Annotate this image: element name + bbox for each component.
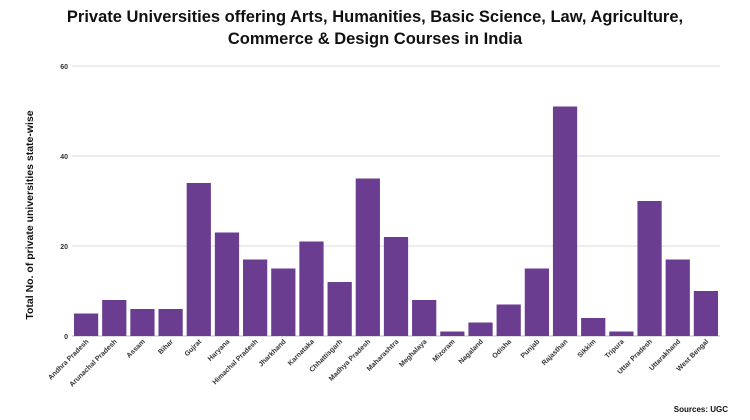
- bar: [327, 282, 352, 336]
- x-tick-label: Nagaland: [458, 338, 485, 365]
- bar: [271, 268, 296, 336]
- chart-title-line-1: Private Universities offering Arts, Huma…: [66, 8, 684, 26]
- x-tick-label: Gujrat: [184, 338, 204, 358]
- y-tick-label: 60: [60, 64, 68, 71]
- bar: [412, 300, 437, 336]
- bar: [383, 237, 409, 336]
- x-tick-label: Mizoram: [432, 338, 457, 363]
- x-tick-label: Jharkhand: [258, 338, 288, 368]
- bar: [186, 183, 211, 336]
- x-tick-label: Rajasthan: [541, 338, 570, 367]
- bar: [693, 291, 719, 336]
- y-tick-label: 0: [64, 334, 68, 341]
- chart-title: Private Universities offering Arts, Huma…: [0, 6, 750, 50]
- x-tick-label: Arunachal Pradesh: [69, 338, 119, 388]
- bar: [440, 331, 465, 336]
- source-note: Sources: UGC: [673, 405, 728, 414]
- bar: [130, 309, 155, 336]
- bar: [243, 259, 268, 336]
- bar: [299, 241, 324, 336]
- x-tick-label: Punjab: [520, 338, 541, 359]
- bar: [665, 259, 690, 336]
- bar: [73, 313, 99, 336]
- x-tick-label: Karnataka: [287, 338, 316, 367]
- bar: [102, 300, 127, 336]
- y-tick-label: 40: [60, 154, 68, 161]
- bar: [214, 232, 240, 336]
- y-tick-label: 20: [60, 244, 68, 251]
- x-tick-label: Odisha: [491, 338, 513, 360]
- chart-title-line-2: Commerce & Design Courses in India: [227, 30, 523, 48]
- x-tick-label: Tripura: [604, 338, 626, 360]
- bar: [158, 309, 183, 336]
- bar: [609, 331, 634, 336]
- x-tick-label: Sikkim: [577, 338, 598, 359]
- bar: [581, 318, 606, 336]
- bar: [468, 322, 493, 336]
- x-tick-label: Meghalaya: [398, 338, 428, 368]
- y-axis-label: Total No. of private universities state-…: [24, 110, 36, 319]
- x-tick-label: Bihar: [157, 338, 175, 356]
- bar: [496, 304, 521, 336]
- bar: [552, 106, 578, 336]
- bar: [637, 201, 662, 336]
- x-tick-label: Assam: [126, 338, 147, 359]
- bar: [524, 268, 549, 336]
- bar: [355, 178, 380, 336]
- x-tick-label: Haryana: [207, 338, 232, 363]
